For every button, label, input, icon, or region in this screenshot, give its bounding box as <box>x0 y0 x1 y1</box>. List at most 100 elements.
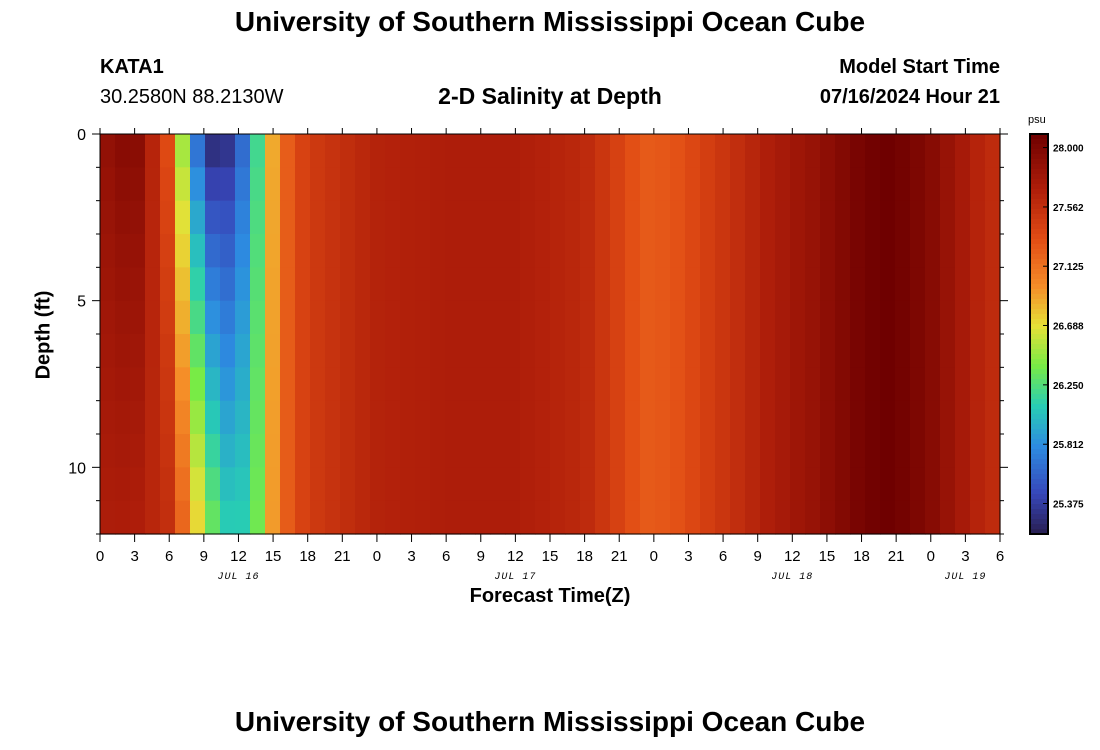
heatmap-cell <box>265 167 281 202</box>
heatmap-cell <box>850 267 866 302</box>
heatmap-cell <box>925 367 941 402</box>
heatmap-cell <box>910 500 926 535</box>
heatmap-cell <box>610 234 626 268</box>
heatmap-cell <box>250 234 266 268</box>
heatmap-cell <box>895 467 911 502</box>
x-tick-label: 3 <box>130 548 138 565</box>
heatmap-cell <box>355 167 371 202</box>
heatmap-cell <box>850 200 866 235</box>
colorbar-segment <box>1030 319 1048 325</box>
colorbar-segment <box>1030 174 1048 180</box>
heatmap-cell <box>340 134 356 168</box>
x-tick-label: 0 <box>650 548 658 565</box>
x-tick-label: 0 <box>96 548 104 565</box>
heatmap-cell <box>685 367 701 402</box>
heatmap-cell <box>400 300 416 335</box>
heatmap-cell <box>790 334 806 368</box>
colorbar-segment <box>1030 154 1048 160</box>
heatmap-cell <box>535 167 551 202</box>
heatmap-cell <box>745 467 761 502</box>
heatmap-cell <box>670 200 686 235</box>
heatmap-cell <box>100 167 116 202</box>
heatmap-cell <box>670 500 686 535</box>
heatmap-cell <box>760 334 776 368</box>
heatmap-cell <box>595 300 611 335</box>
heatmap-cell <box>610 334 626 368</box>
heatmap-cell <box>745 234 761 268</box>
heatmap-cell <box>355 300 371 335</box>
heatmap-cell <box>520 267 536 302</box>
heatmap-cell <box>760 467 776 502</box>
heatmap-cell <box>805 434 821 468</box>
heatmap-cell <box>295 134 311 168</box>
heatmap-cell <box>475 434 491 468</box>
heatmap-cell <box>685 400 701 435</box>
heatmap-cell <box>595 500 611 535</box>
heatmap-cell <box>865 267 881 302</box>
colorbar-segment <box>1030 289 1048 295</box>
heatmap-cell <box>340 467 356 502</box>
heatmap-cell <box>190 267 206 302</box>
heatmap-cell <box>115 367 131 402</box>
heatmap-cell <box>115 400 131 435</box>
heatmap-cell <box>325 267 341 302</box>
heatmap-cell <box>640 334 656 368</box>
heatmap-cell <box>580 234 596 268</box>
heatmap-cell <box>175 467 191 502</box>
heatmap-cell <box>730 300 746 335</box>
heatmap-cell <box>595 134 611 168</box>
heatmap-cell <box>460 400 476 435</box>
colorbar-segment <box>1030 489 1048 495</box>
heatmap-cell <box>265 134 281 168</box>
heatmap-cell <box>565 134 581 168</box>
heatmap-cell <box>475 367 491 402</box>
heatmap-cell <box>475 267 491 302</box>
heatmap-cell <box>220 134 236 168</box>
heatmap-cell <box>355 334 371 368</box>
heatmap-cell <box>175 434 191 468</box>
colorbar-segment <box>1030 339 1048 345</box>
heatmap-cell <box>130 267 146 302</box>
heatmap-cell <box>970 434 986 468</box>
heatmap-cell <box>685 334 701 368</box>
heatmap-cell <box>655 300 671 335</box>
heatmap-cell <box>205 267 221 302</box>
x-tick-label: 3 <box>684 548 692 565</box>
heatmap-cell <box>805 167 821 202</box>
heatmap-cell <box>550 200 566 235</box>
heatmap-cell <box>475 134 491 168</box>
colorbar-segment <box>1030 474 1048 480</box>
heatmap-cell <box>220 334 236 368</box>
colorbar-segment <box>1030 354 1048 360</box>
heatmap-cell <box>970 400 986 435</box>
heatmap-cell <box>145 367 161 402</box>
heatmap-cell <box>505 234 521 268</box>
heatmap-cell <box>430 200 446 235</box>
heatmap-cell <box>820 200 836 235</box>
colorbar-segment <box>1030 364 1048 370</box>
heatmap-cell <box>475 334 491 368</box>
colorbar-segment <box>1030 224 1048 230</box>
heatmap-cell <box>265 367 281 402</box>
heatmap-cell <box>610 467 626 502</box>
colorbar-segment <box>1030 214 1048 220</box>
heatmap-cell <box>940 500 956 535</box>
heatmap-cell <box>115 267 131 302</box>
heatmap-cell <box>205 400 221 435</box>
x-tick-label: 3 <box>407 548 415 565</box>
heatmap-cell <box>400 500 416 535</box>
heatmap-cell <box>340 434 356 468</box>
heatmap-cell <box>100 300 116 335</box>
heatmap-cell <box>490 234 506 268</box>
heatmap-cell <box>295 200 311 235</box>
heatmap-cell <box>160 367 176 402</box>
heatmap-cell <box>700 200 716 235</box>
heatmap-cell <box>550 167 566 202</box>
heatmap-cell <box>580 400 596 435</box>
heatmap-cell <box>355 467 371 502</box>
heatmap-cell <box>700 400 716 435</box>
heatmap-cell <box>715 367 731 402</box>
heatmap-cell <box>910 200 926 235</box>
heatmap-cell <box>445 367 461 402</box>
heatmap-cell <box>655 200 671 235</box>
